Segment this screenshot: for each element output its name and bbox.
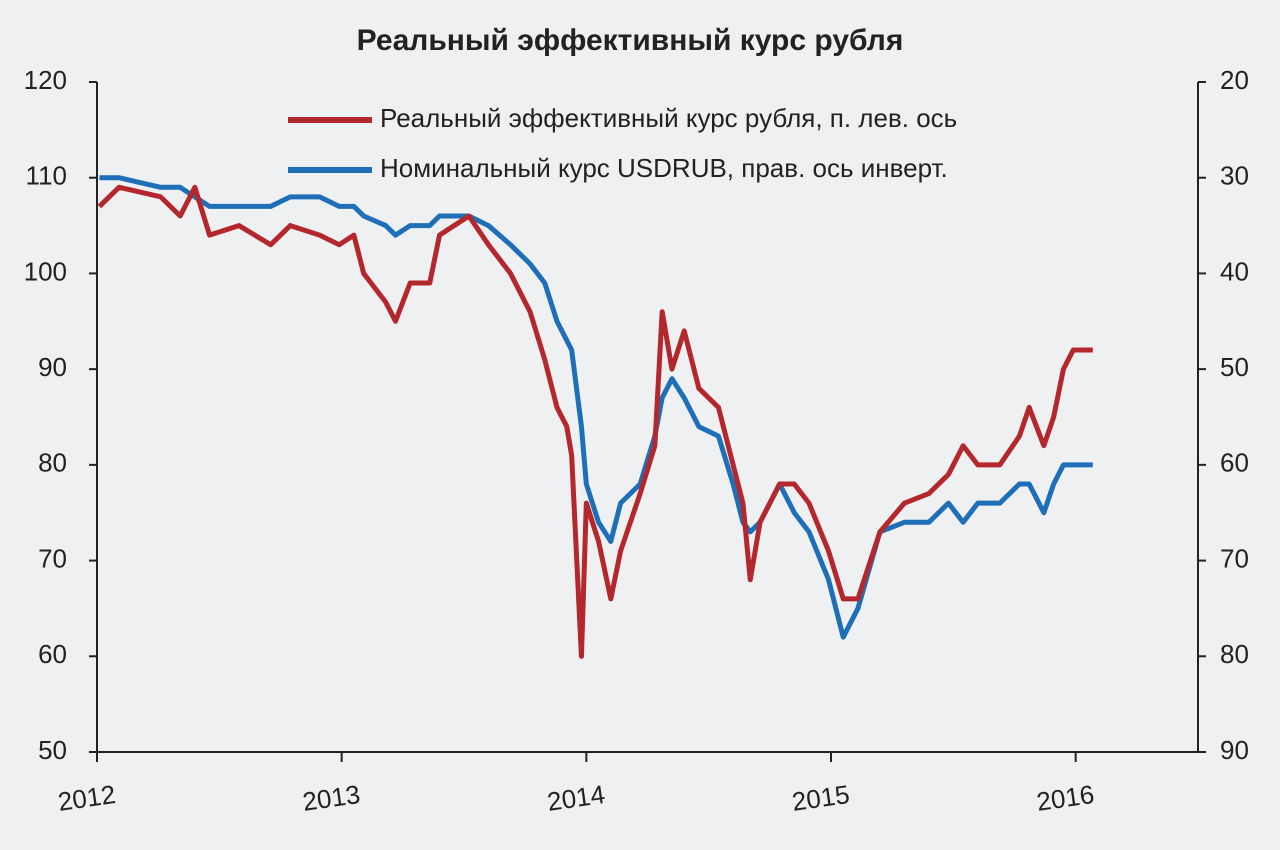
y2-tick-label: 20 <box>1220 65 1249 95</box>
y2-tick-label: 80 <box>1220 639 1249 669</box>
y2-tick-label: 30 <box>1220 161 1249 191</box>
legend-label: Реальный эффективный курс рубля, п. лев.… <box>380 103 957 133</box>
y2-tick-label: 40 <box>1220 256 1249 286</box>
legend-label: Номинальный курс USDRUB, прав. ось инвер… <box>380 153 948 183</box>
y2-tick-label: 90 <box>1220 735 1249 765</box>
y-tick-label: 120 <box>24 65 67 95</box>
series-line <box>97 184 1093 659</box>
y-tick-label: 110 <box>26 161 67 191</box>
y2-tick-label: 70 <box>1220 543 1249 573</box>
y-tick-label: 60 <box>38 639 67 669</box>
chart-title: Реальный эффективный курс рубля <box>357 24 904 57</box>
y-tick-label: 100 <box>24 256 67 286</box>
series-line <box>99 175 1093 640</box>
y2-tick-label: 60 <box>1220 448 1249 478</box>
y-tick-label: 80 <box>38 448 67 478</box>
y-tick-label: 70 <box>38 543 67 573</box>
y2-tick-label: 50 <box>1220 352 1249 382</box>
y-tick-label: 50 <box>38 735 67 765</box>
y-tick-label: 90 <box>38 352 67 382</box>
